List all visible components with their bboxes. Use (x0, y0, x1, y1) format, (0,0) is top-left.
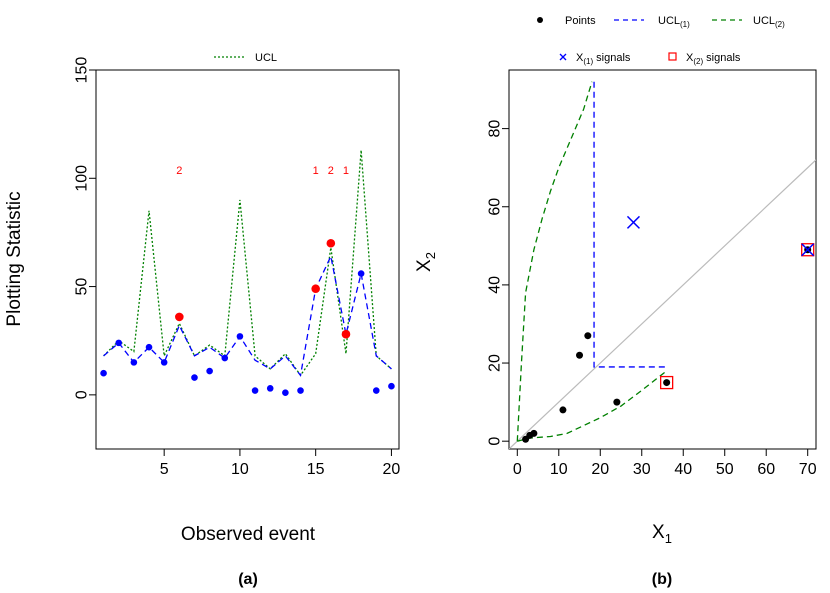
signal-point-6 (175, 312, 184, 322)
data-point-14 (297, 387, 304, 394)
x-tick-label-15: 15 (307, 461, 325, 478)
data-point-18 (357, 270, 365, 277)
legend-x2-signals-label: X(2) signals (686, 52, 741, 66)
signal-point-17 (341, 329, 351, 339)
y-tick-label-40: 40 (487, 276, 504, 294)
data-point-7 (191, 374, 198, 381)
annotation-0: 2 (176, 165, 182, 177)
data-point-4 (576, 351, 584, 359)
signal-point-15 (311, 284, 320, 294)
x1-signal-1-b (801, 243, 815, 257)
panel-b-legend: Points UCL(1) UCL(2) X(1) signals X(2) s… (537, 15, 785, 66)
data-point-4 (145, 343, 153, 351)
x-tick-label-70: 70 (799, 461, 817, 478)
panel-b-label: (b) (652, 571, 672, 588)
panel-a-legend: UCL (214, 52, 277, 64)
data-point-1 (100, 369, 107, 377)
legend-ucl2-label: UCL(2) (753, 15, 785, 29)
legend-x2-signals-swatch (668, 52, 677, 61)
panel-b-plot: 0 10 20 30 40 50 60 70 0 20 40 60 80 (487, 81, 817, 478)
legend-x1-signals-swatch (559, 53, 567, 61)
annotation-3: 1 (343, 165, 349, 177)
panel-a-frame (95, 69, 400, 450)
data-point-13 (282, 389, 289, 396)
ucl2-upper-curve (516, 81, 593, 442)
data-point-5 (584, 332, 592, 340)
data-point-2 (115, 339, 123, 347)
signal-point-16 (326, 238, 336, 248)
data-point-7 (663, 379, 671, 387)
data-point-3 (130, 359, 138, 366)
x-tick-label-0: 0 (513, 461, 522, 478)
y-tick-label-100: 100 (74, 165, 91, 192)
x-tick-label-30: 30 (633, 461, 651, 478)
panel-b-ylabel: X2 (414, 252, 438, 272)
y-tick-label-20: 20 (487, 354, 504, 372)
data-point-6 (613, 398, 621, 406)
data-point-5 (160, 359, 168, 366)
annotation-2: 2 (328, 165, 334, 177)
data-point-12 (266, 385, 274, 392)
x-tick-label-60: 60 (757, 461, 775, 478)
series-ucl1-line (103, 254, 392, 377)
panel-b: Points UCL(1) UCL(2) X(1) signals X(2) s… (414, 15, 817, 588)
x-tick-label-10: 10 (231, 461, 249, 478)
x-tick-label-20: 20 (383, 461, 401, 478)
panel-a-label: (a) (238, 571, 258, 588)
series-ucl-line (103, 150, 392, 377)
data-point-9 (221, 354, 229, 362)
x-tick-label-10: 10 (550, 461, 568, 478)
panel-b-xlabel: X1 (652, 522, 672, 546)
y-tick-label-60: 60 (487, 198, 504, 216)
x1-signal-0-b (626, 215, 640, 229)
data-point-20 (388, 382, 395, 390)
data-point-19 (372, 387, 380, 394)
ucl2-lower-curve (517, 370, 668, 442)
x-tick-label-40: 40 (674, 461, 692, 478)
panel-a-ylabel: Plotting Statistic (4, 191, 25, 326)
y-tick-label-50: 50 (74, 278, 91, 296)
data-point-3 (559, 406, 567, 414)
legend-x1-signals-label: X(1) signals (576, 52, 631, 66)
y-tick-label-150: 150 (74, 57, 91, 84)
x2-signal-0 (659, 375, 674, 390)
panel-a-xlabel: Observed event (181, 524, 316, 545)
reference-line (509, 159, 816, 449)
x2-signal-1 (801, 243, 815, 257)
legend-points-label: Points (565, 15, 596, 27)
annotation-1: 1 (313, 165, 319, 177)
y-tick-label-80: 80 (487, 120, 504, 138)
data-point-8 (206, 367, 213, 375)
legend-ucl-label: UCL (255, 52, 277, 64)
x-tick-label-5: 5 (160, 461, 169, 478)
data-point-2 (530, 429, 538, 437)
ucl1-boundary (593, 81, 667, 368)
y-tick-label-0: 0 (74, 390, 91, 399)
x-tick-label-20: 20 (591, 461, 609, 478)
legend-points-swatch (537, 17, 543, 23)
panel-b-frame (508, 69, 817, 450)
data-point-11 (251, 387, 259, 394)
y-tick-label-0: 0 (487, 437, 504, 446)
legend-ucl1-label: UCL(1) (658, 15, 690, 29)
data-point-10 (236, 333, 244, 340)
x-tick-label-50: 50 (716, 461, 734, 478)
